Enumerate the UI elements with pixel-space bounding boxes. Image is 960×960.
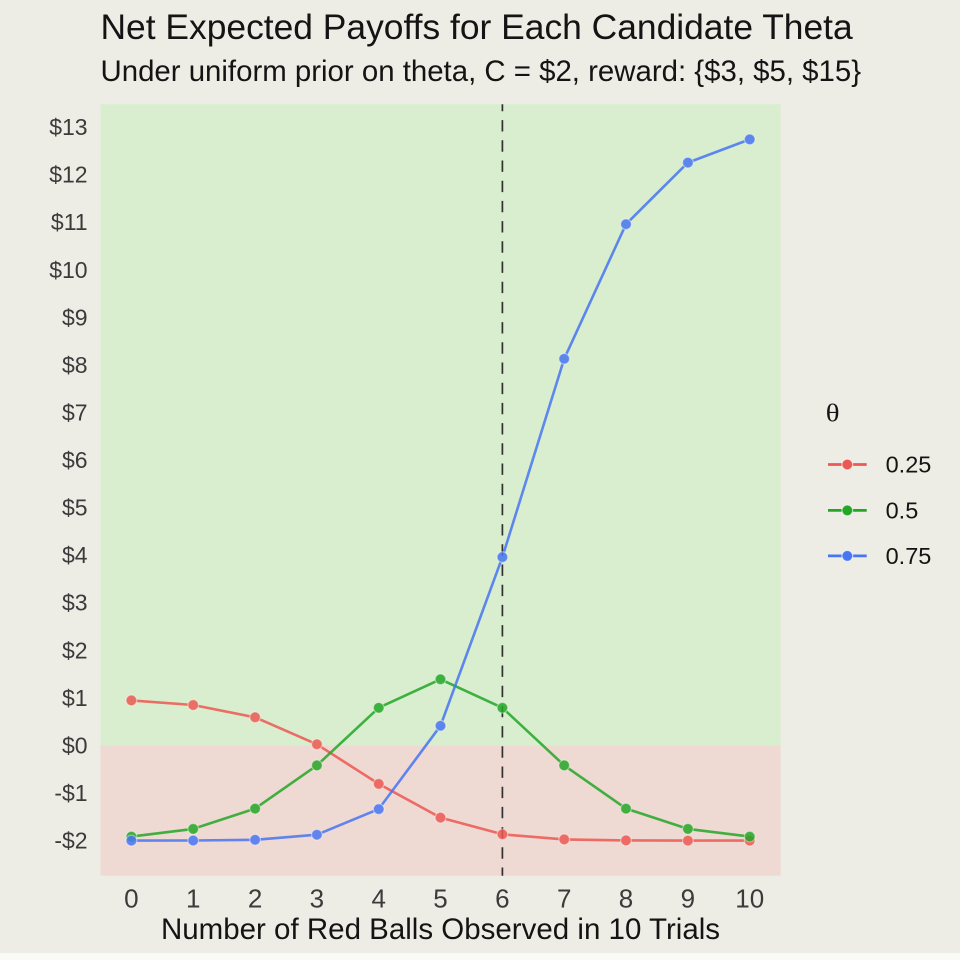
svg-text:θ: θ	[826, 399, 840, 427]
svg-text:$7: $7	[62, 400, 88, 426]
svg-text:$4: $4	[62, 542, 88, 568]
svg-text:$10: $10	[49, 257, 87, 283]
svg-text:4: 4	[371, 883, 385, 913]
svg-text:$12: $12	[49, 162, 87, 188]
svg-text:2: 2	[248, 883, 262, 913]
svg-text:6: 6	[495, 883, 509, 913]
svg-text:$8: $8	[62, 352, 88, 378]
svg-text:$9: $9	[62, 304, 88, 330]
svg-text:$5: $5	[62, 495, 88, 521]
svg-text:$11: $11	[51, 209, 88, 235]
svg-text:Net Expected Payoffs for Each: Net Expected Payoffs for Each Candidate …	[101, 7, 854, 47]
svg-text:7: 7	[557, 883, 571, 913]
svg-text:-$2: -$2	[54, 828, 87, 854]
svg-text:-$1: -$1	[54, 780, 87, 806]
svg-text:$0: $0	[62, 732, 88, 758]
svg-text:Under uniform prior on theta,: Under uniform prior on theta, C = $2, re…	[101, 55, 862, 88]
svg-text:10: 10	[735, 883, 764, 913]
svg-text:1: 1	[186, 883, 200, 913]
svg-text:$1: $1	[62, 685, 88, 711]
svg-text:$3: $3	[62, 590, 88, 616]
svg-text:Number of Red Balls Observed i: Number of Red Balls Observed in 10 Trial…	[161, 913, 720, 946]
svg-text:3: 3	[310, 883, 324, 913]
svg-text:0.5: 0.5	[886, 498, 919, 524]
svg-text:$13: $13	[49, 114, 87, 140]
svg-text:0.25: 0.25	[886, 452, 932, 478]
svg-text:0: 0	[124, 883, 138, 913]
svg-text:9: 9	[681, 883, 695, 913]
svg-text:$2: $2	[62, 637, 88, 663]
svg-text:0.75: 0.75	[886, 543, 932, 569]
svg-text:$6: $6	[62, 447, 88, 473]
svg-text:5: 5	[433, 883, 447, 913]
svg-text:8: 8	[619, 883, 633, 913]
